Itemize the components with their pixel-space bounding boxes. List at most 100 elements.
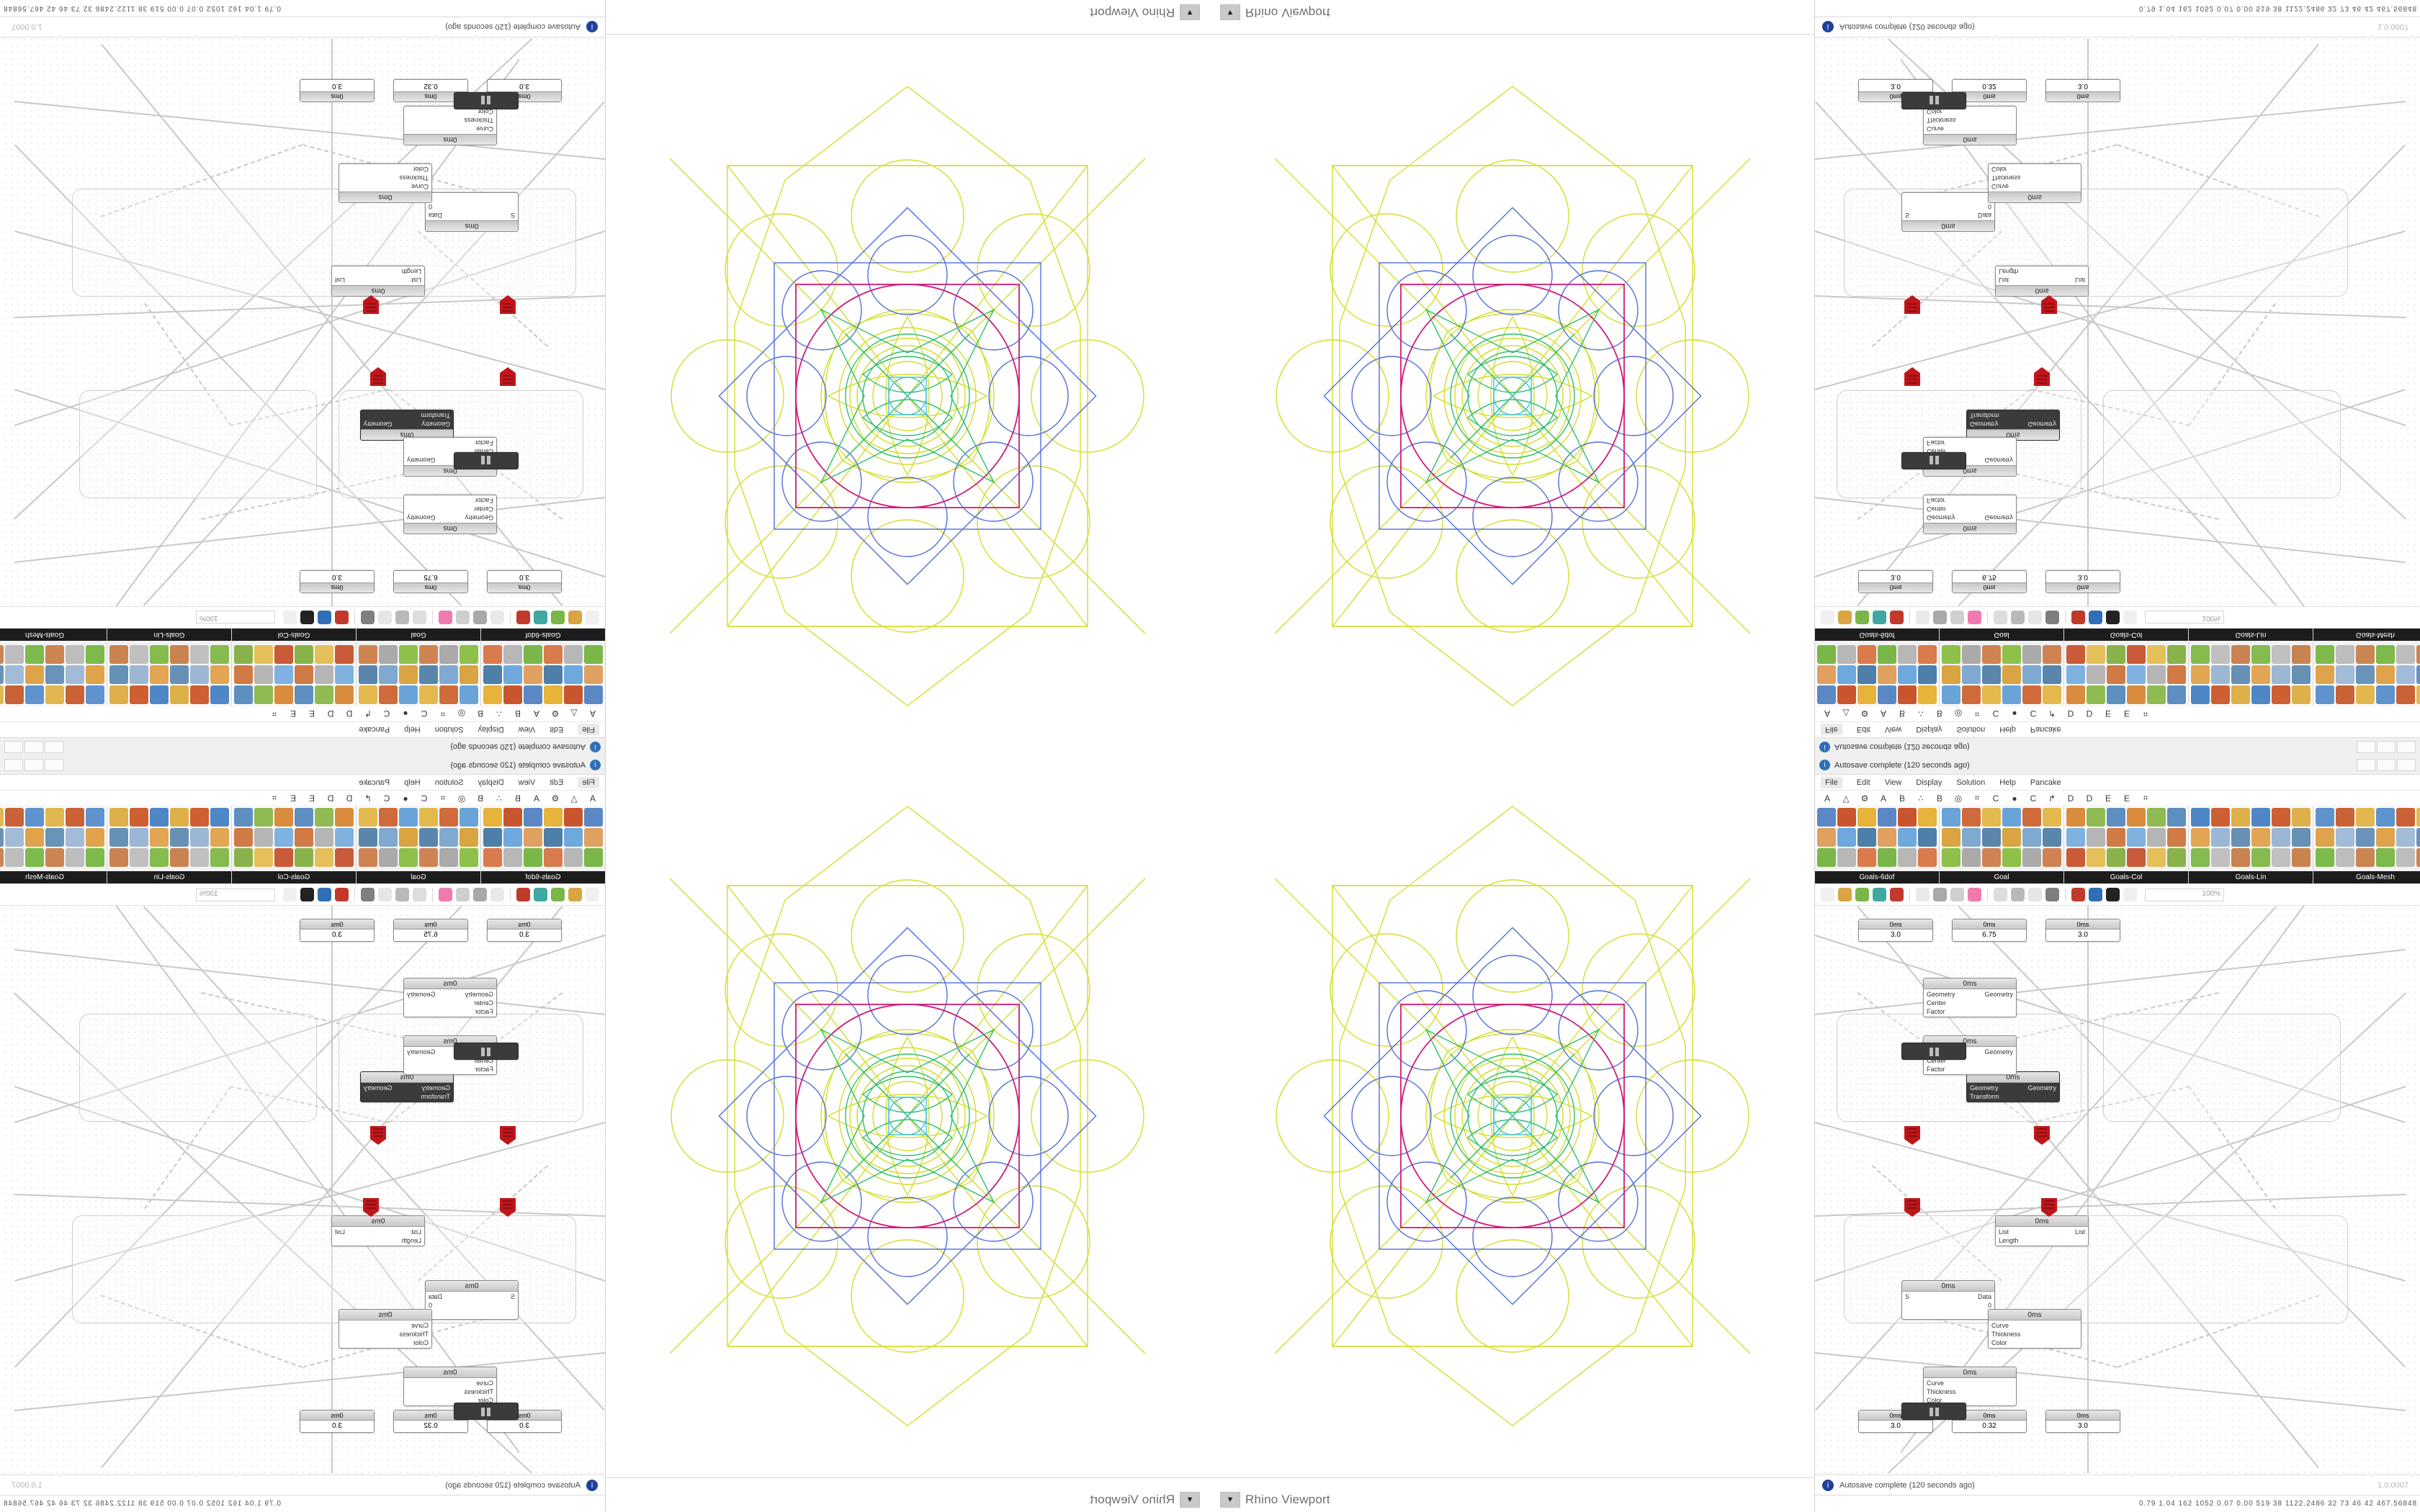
record-icon[interactable] bbox=[490, 611, 504, 624]
palette-component-icon[interactable] bbox=[1918, 848, 1937, 867]
slider-value[interactable]: 6.75 bbox=[424, 931, 438, 939]
ribbon-item-6[interactable]: B bbox=[1936, 793, 1942, 804]
palette-component-icon[interactable] bbox=[234, 665, 253, 684]
output-port[interactable]: Geometry bbox=[2027, 420, 2056, 428]
palette-component-icon[interactable] bbox=[1837, 665, 1856, 684]
kangaroo-solver-icon[interactable] bbox=[1901, 1194, 1923, 1218]
gha-icon[interactable] bbox=[413, 888, 426, 901]
palette-component-icon[interactable] bbox=[1817, 808, 1836, 827]
palette-component-icon[interactable] bbox=[2376, 645, 2395, 664]
ribbon-item-8[interactable]: ⌗ bbox=[440, 709, 446, 719]
palette-component-icon[interactable] bbox=[2043, 828, 2061, 847]
zoom-level-field[interactable]: 100% bbox=[2145, 888, 2224, 901]
palette-group-goals-lin[interactable]: Goals-Lin bbox=[2189, 629, 2313, 706]
slider-value[interactable]: 6.75 bbox=[1982, 573, 1996, 581]
kangaroo-solver-icon[interactable] bbox=[2038, 294, 2060, 318]
palette-component-icon[interactable] bbox=[5, 645, 24, 664]
ribbon-item-17[interactable]: ⌗ bbox=[272, 709, 277, 719]
palette-component-icon[interactable] bbox=[274, 828, 293, 847]
select-icon[interactable] bbox=[586, 611, 599, 624]
ribbon-item-11[interactable]: C bbox=[383, 708, 390, 719]
gh-menubar[interactable]: File Edit View Display Solution Help Pan… bbox=[1815, 775, 2420, 791]
palette-component-icon[interactable] bbox=[45, 848, 64, 867]
palette-component-icon[interactable] bbox=[2231, 848, 2250, 867]
palette-component-icon[interactable] bbox=[1962, 665, 1981, 684]
palette-component-icon[interactable] bbox=[1817, 848, 1836, 867]
input-port[interactable]: Center bbox=[473, 505, 493, 513]
gh-component[interactable]: 0ms Curve Thickness Color bbox=[1988, 163, 2081, 203]
maximize-button[interactable] bbox=[2377, 759, 2396, 771]
palette-component-icon[interactable] bbox=[1898, 828, 1917, 847]
input-port[interactable]: Geometry bbox=[465, 514, 493, 521]
input-port[interactable]: Factor bbox=[475, 1066, 493, 1073]
ribbon-item-5[interactable]: ∴ bbox=[496, 793, 502, 804]
ribbon-item-4[interactable]: B bbox=[515, 793, 521, 804]
rhino-viewport-tab[interactable]: ▼ Rhino Viewport bbox=[1220, 1492, 1330, 1508]
palette-component-icon[interactable] bbox=[335, 808, 354, 827]
ribbon-item-9[interactable]: C bbox=[1992, 708, 1999, 719]
node-outputs[interactable] bbox=[404, 107, 450, 134]
palette-component-icon[interactable] bbox=[2107, 665, 2125, 684]
palette-component-icon[interactable] bbox=[315, 828, 333, 847]
palette-component-icon[interactable] bbox=[2251, 828, 2270, 847]
palette-component-icon[interactable] bbox=[190, 685, 209, 704]
slider-value[interactable]: 3.0 bbox=[332, 1422, 342, 1430]
input-port[interactable]: Geometry bbox=[1927, 991, 1955, 998]
node-inputs[interactable]: Curve Thickness Color bbox=[1989, 1320, 2035, 1348]
palette-component-icon[interactable] bbox=[2336, 645, 2354, 664]
gh-component[interactable]: 0msSData01 bbox=[1901, 192, 1995, 232]
ribbon-item-11[interactable]: C bbox=[2030, 708, 2037, 719]
palette-component-icon[interactable] bbox=[2336, 808, 2354, 827]
record-icon[interactable] bbox=[1916, 611, 1930, 624]
palette-group-goals-6dof[interactable]: Goals-6dof bbox=[1815, 806, 1940, 883]
palette-component-icon[interactable] bbox=[419, 665, 438, 684]
palette-component-icon[interactable] bbox=[2292, 848, 2311, 867]
palette-component-icon[interactable] bbox=[0, 665, 4, 684]
palette-component-icon[interactable] bbox=[2022, 645, 2041, 664]
palette-component-icon[interactable] bbox=[2191, 665, 2210, 684]
ribbon-item-1[interactable]: △ bbox=[1842, 708, 1850, 719]
palette-component-icon[interactable] bbox=[399, 828, 418, 847]
palette-component-icon[interactable] bbox=[2066, 848, 2085, 867]
palette-component-icon[interactable] bbox=[419, 685, 438, 704]
eye-icon[interactable] bbox=[2071, 888, 2085, 901]
palette-component-icon[interactable] bbox=[2356, 645, 2375, 664]
number-slider[interactable]: 0ms 6.75 bbox=[1952, 919, 2027, 942]
new-icon[interactable] bbox=[283, 611, 297, 624]
gh-component[interactable]: 0ms Geometry Transform Geometry bbox=[360, 1071, 454, 1102]
palette-component-icon[interactable] bbox=[2292, 665, 2311, 684]
palette-component-icon[interactable] bbox=[210, 645, 229, 664]
gha-icon[interactable] bbox=[1994, 888, 2007, 901]
ribbon-item-2[interactable]: ⚙ bbox=[1860, 793, 1869, 804]
palette-component-icon[interactable] bbox=[379, 665, 398, 684]
palette-component-icon[interactable] bbox=[359, 828, 377, 847]
zoom-extents-icon[interactable] bbox=[2089, 611, 2102, 624]
palette-component-icon[interactable] bbox=[2127, 808, 2146, 827]
grasshopper-window[interactable]: i Autosave complete (120 seconds ago) Fi… bbox=[0, 0, 605, 756]
gh-menubar[interactable]: File Edit View Display Solution Help Pan… bbox=[0, 775, 605, 791]
palette-component-icon[interactable] bbox=[524, 808, 542, 827]
palette-component-icon[interactable] bbox=[2251, 665, 2270, 684]
ribbon-item-4[interactable]: B bbox=[1899, 793, 1905, 804]
timer-component[interactable] bbox=[454, 452, 519, 469]
palette-component-icon[interactable] bbox=[1837, 685, 1856, 704]
cluster-icon[interactable] bbox=[439, 888, 452, 901]
preview-shaded-icon[interactable] bbox=[1855, 888, 1869, 901]
kangaroo-solver-icon[interactable] bbox=[360, 294, 382, 318]
node-inputs[interactable]: S bbox=[1902, 193, 1948, 220]
kangaroo-solver-icon[interactable] bbox=[1901, 366, 1923, 390]
palette-component-icon[interactable] bbox=[190, 828, 209, 847]
palette-component-icon[interactable] bbox=[2416, 808, 2420, 827]
palette-component-icon[interactable] bbox=[2147, 828, 2166, 847]
gh-component[interactable]: 0ms Curve Thickness Color bbox=[403, 1367, 497, 1406]
palette-component-icon[interactable] bbox=[564, 645, 583, 664]
cluster-icon[interactable] bbox=[1968, 888, 1981, 901]
palette-component-icon[interactable] bbox=[524, 685, 542, 704]
input-port[interactable]: List bbox=[411, 1228, 421, 1236]
menu-pancake[interactable]: Pancake bbox=[2030, 778, 2061, 787]
input-port[interactable]: Geometry bbox=[1970, 420, 1999, 428]
node-inputs[interactable]: Curve Thickness Color bbox=[450, 1378, 496, 1405]
palette-component-icon[interactable] bbox=[335, 645, 354, 664]
palette-component-icon[interactable] bbox=[2002, 808, 2021, 827]
